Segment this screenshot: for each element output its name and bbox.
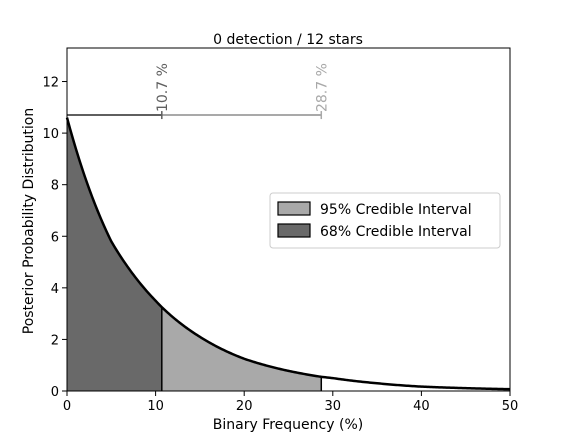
- marker-label: 10.7 %: [155, 63, 171, 112]
- legend-label: 95% Credible Interval: [320, 202, 472, 218]
- legend-swatch: [277, 201, 311, 216]
- legend-box: [269, 192, 501, 249]
- x-tick-label: 50: [502, 399, 519, 414]
- posterior-curve: [65, 117, 511, 391]
- y-tick-label: 10: [42, 127, 59, 142]
- y-tick-label: 0: [51, 385, 59, 400]
- plot-frame: [66, 47, 511, 392]
- legend-label: 68% Credible Interval: [320, 224, 472, 240]
- marker-label: 28.7 %: [314, 63, 330, 112]
- legend: 95% Credible Interval 68% Credible Interv…: [269, 192, 501, 249]
- chart-title: 0 detection / 12 stars: [213, 32, 363, 48]
- x-tick-label: 30: [325, 399, 342, 414]
- y-tick-label: 6: [51, 230, 59, 245]
- x-tick-label: 40: [413, 399, 430, 414]
- y-tick-label: 8: [51, 179, 59, 194]
- plot-area: 10.7 % 28.7 % 0 10 20 30 40 50 0 2 4 6 8 10 12: [42, 47, 519, 414]
- y-tick-label: 2: [51, 333, 59, 348]
- x-axis-title: Binary Frequency (%): [213, 417, 363, 433]
- y-tick-label: 4: [51, 282, 59, 297]
- x-tick-label: 0: [63, 399, 71, 414]
- y-tick-label: 12: [42, 76, 59, 91]
- legend-swatch: [277, 223, 311, 238]
- x-tick-label: 10: [147, 399, 164, 414]
- interval-fill-68: [67, 117, 162, 391]
- y-axis-title: Posterior Probability Distribution: [21, 108, 37, 334]
- x-tick-label: 20: [236, 399, 253, 414]
